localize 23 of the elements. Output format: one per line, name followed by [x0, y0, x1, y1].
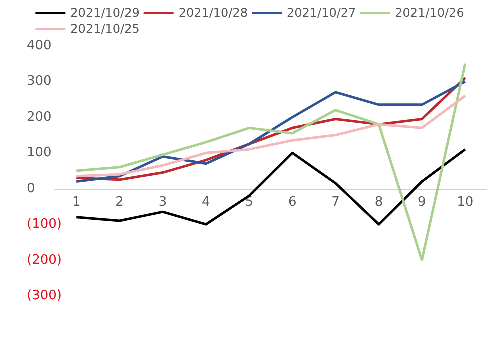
legend-label: 2021/10/29: [70, 6, 140, 20]
line-series: [75, 94, 467, 178]
y-tick-label: 300: [27, 74, 52, 90]
x-tick-label: 6: [288, 194, 297, 210]
y-tick-label: (100): [27, 217, 62, 232]
legend-label: 2021/10/28: [178, 6, 248, 20]
y-tick-label: 100: [27, 146, 52, 161]
legend-label: 2021/10/25: [70, 22, 140, 36]
x-tick-label: 1: [72, 194, 81, 210]
y-tick-label: (300): [27, 288, 62, 304]
y-tick-label: 0: [27, 181, 36, 196]
x-tick-label: 7: [332, 194, 340, 210]
x-tick-label: 10: [457, 194, 474, 210]
legend-label: 2021/10/26: [395, 6, 464, 20]
y-tick-label: 200: [27, 110, 52, 125]
x-tick-label: 2: [116, 194, 124, 210]
x-tick-label: 4: [202, 194, 210, 210]
x-tick-label: 9: [418, 194, 426, 210]
x-tick-label: 3: [158, 194, 168, 210]
x-tick-label: 8: [374, 194, 384, 210]
y-tick-label: 400: [27, 38, 52, 54]
y-tick-label: (200): [27, 252, 62, 268]
legend-label: 2021/10/27: [287, 6, 356, 20]
